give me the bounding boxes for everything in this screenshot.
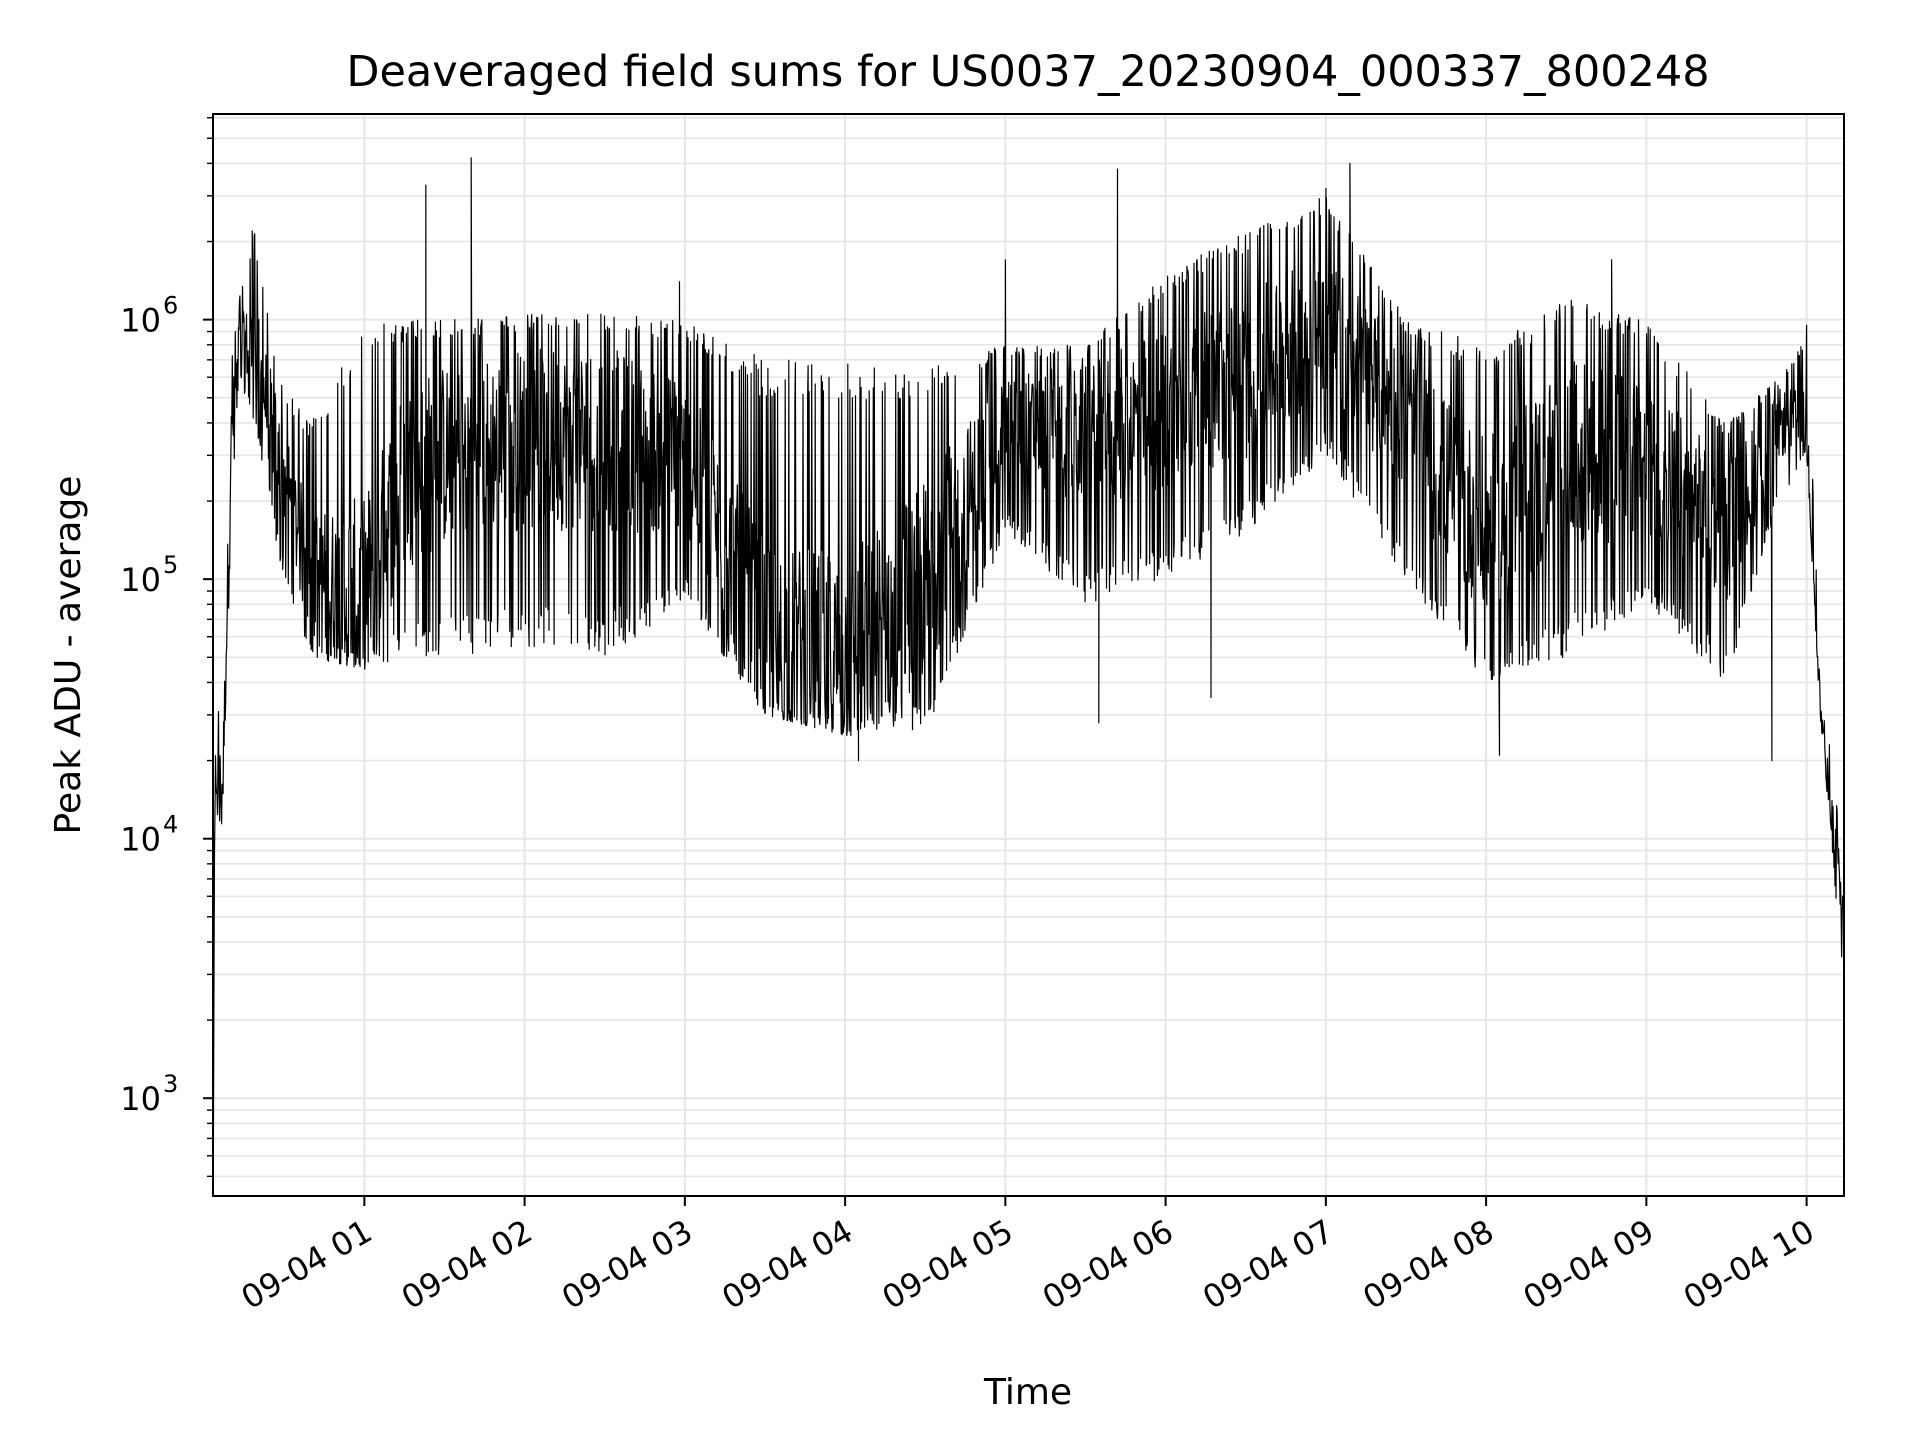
x-axis-label: Time [983, 1372, 1072, 1413]
x-tick-label: 09-04 01 [235, 1212, 379, 1317]
y-tick-exponent: 6 [163, 292, 178, 320]
x-tick-label: 09-04 02 [395, 1212, 539, 1317]
x-tick-label: 09-04 05 [876, 1212, 1020, 1317]
plot-frame [212, 113, 1845, 1197]
y-tick-base: 10 [120, 1080, 161, 1118]
x-tick-label: 09-04 09 [1517, 1212, 1661, 1317]
data-series [212, 157, 1844, 1149]
y-tick-label: 10 3 [120, 1070, 178, 1118]
x-tick-label: 09-04 07 [1196, 1212, 1340, 1317]
x-tick-label: 09-04 04 [716, 1212, 860, 1317]
x-tick-label: 09-04 06 [1036, 1212, 1180, 1317]
x-axis: 09-04 01 09-04 02 09-04 03 09-04 04 09-04 05… [235, 1196, 1821, 1317]
y-tick-exponent: 4 [163, 811, 178, 839]
chart-title: Deaveraged field sums for US0037_2023090… [346, 47, 1709, 97]
x-tick-label: 09-04 03 [555, 1212, 699, 1317]
x-tick-label: 09-04 08 [1357, 1212, 1501, 1317]
y-tick-exponent: 5 [163, 551, 178, 579]
grid [213, 114, 1844, 1196]
x-tick-label: 09-04 10 [1677, 1212, 1821, 1317]
y-tick-label: 10 4 [120, 811, 178, 859]
y-tick-exponent: 3 [163, 1070, 178, 1098]
y-tick-label: 10 6 [120, 292, 178, 340]
series-line [212, 157, 1844, 1149]
y-tick-base: 10 [120, 821, 161, 859]
y-tick-base: 10 [120, 302, 161, 340]
y-axis-label: Peak ADU - average [48, 476, 89, 835]
y-tick-base: 10 [120, 561, 161, 599]
y-tick-label: 10 5 [120, 551, 178, 599]
